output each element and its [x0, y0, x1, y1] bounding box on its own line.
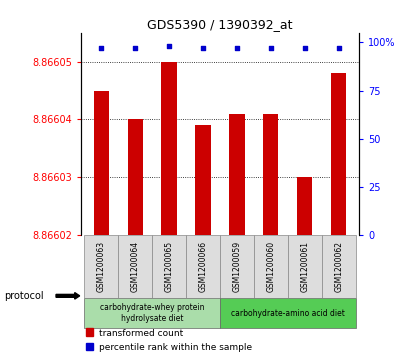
Point — [98, 45, 105, 51]
Point — [132, 45, 139, 51]
Bar — [288, 235, 322, 298]
Bar — [86, 329, 93, 336]
Title: GDS5390 / 1390392_at: GDS5390 / 1390392_at — [147, 19, 293, 32]
Bar — [322, 235, 356, 298]
Bar — [297, 177, 312, 235]
Text: GSM1200064: GSM1200064 — [131, 241, 140, 292]
Text: protocol: protocol — [4, 291, 44, 301]
Text: GSM1200062: GSM1200062 — [334, 241, 343, 292]
Text: GSM1200061: GSM1200061 — [300, 241, 309, 292]
Bar — [195, 125, 211, 235]
Bar — [118, 235, 152, 298]
Point — [335, 45, 342, 51]
Point — [166, 43, 172, 49]
Point — [234, 45, 240, 51]
Text: GSM1200063: GSM1200063 — [97, 241, 106, 292]
Bar — [229, 114, 244, 235]
Bar — [263, 114, 278, 235]
Bar — [84, 235, 118, 298]
Bar — [186, 235, 220, 298]
Point — [200, 45, 206, 51]
Text: carbohydrate-whey protein: carbohydrate-whey protein — [100, 303, 204, 312]
Text: hydrolysate diet: hydrolysate diet — [121, 314, 183, 323]
Bar — [220, 235, 254, 298]
Bar — [94, 90, 109, 235]
Bar — [254, 235, 288, 298]
Bar — [220, 298, 356, 328]
Text: transformed count: transformed count — [99, 329, 183, 338]
Bar — [86, 343, 93, 351]
Point — [301, 45, 308, 51]
Text: carbohydrate-amino acid diet: carbohydrate-amino acid diet — [231, 309, 345, 318]
Bar — [331, 73, 346, 235]
Text: GSM1200066: GSM1200066 — [198, 241, 208, 292]
Text: percentile rank within the sample: percentile rank within the sample — [99, 343, 252, 352]
Point — [268, 45, 274, 51]
Text: GSM1200060: GSM1200060 — [266, 241, 275, 292]
Bar — [152, 235, 186, 298]
Text: GSM1200065: GSM1200065 — [165, 241, 173, 292]
Text: GSM1200059: GSM1200059 — [232, 241, 242, 292]
Bar — [161, 62, 177, 235]
Bar — [127, 119, 143, 235]
Bar — [84, 298, 220, 328]
